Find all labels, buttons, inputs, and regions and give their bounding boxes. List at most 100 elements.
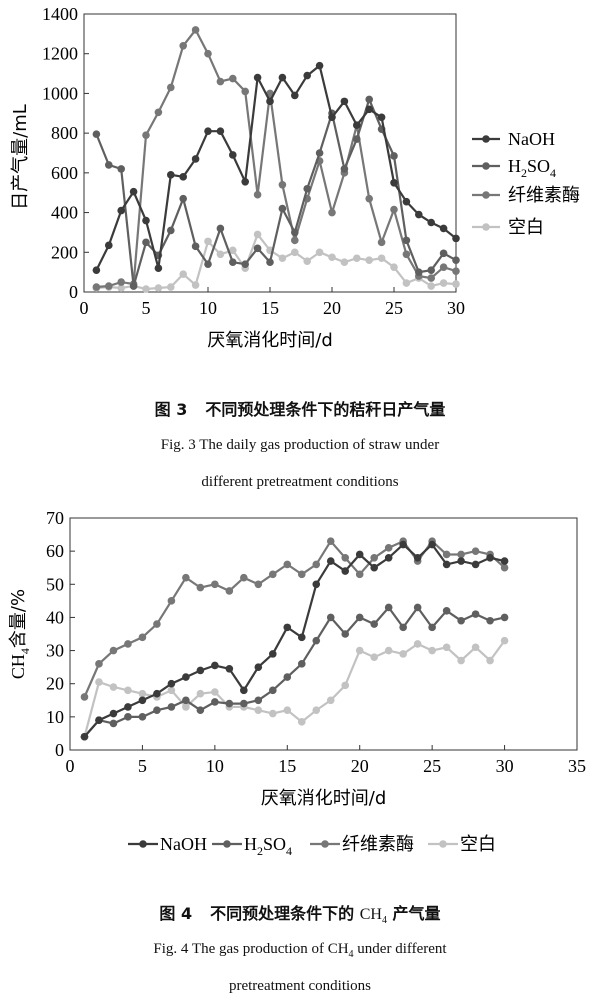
- data-point: [153, 620, 161, 628]
- data-point: [240, 686, 248, 695]
- data-point: [427, 274, 436, 282]
- data-point: [328, 208, 336, 217]
- data-point: [229, 74, 237, 83]
- legend-swatch-marker: [482, 191, 490, 199]
- data-point: [341, 681, 350, 690]
- data-point: [179, 194, 187, 203]
- series-line: [83, 542, 505, 738]
- data-point: [291, 91, 299, 100]
- data-point: [427, 266, 436, 274]
- data-point: [390, 263, 398, 271]
- data-point: [278, 254, 287, 263]
- data-point: [154, 264, 163, 272]
- legend-swatch-marker: [223, 840, 231, 848]
- data-point: [452, 256, 460, 265]
- data-point: [428, 623, 436, 632]
- data-point: [117, 284, 125, 292]
- data-point: [442, 550, 451, 559]
- data-point: [353, 121, 361, 129]
- data-point: [179, 173, 187, 181]
- data-point: [355, 570, 364, 579]
- fig3-caption-en-line1: Fig. 3 The daily gas production of straw…: [160, 437, 440, 453]
- data-point: [211, 688, 219, 696]
- data-point: [390, 152, 398, 160]
- data-point: [278, 204, 287, 213]
- data-point: [269, 709, 277, 718]
- data-point: [377, 113, 386, 122]
- y-axis-title: 日产气量/mL: [10, 104, 31, 210]
- data-point: [253, 73, 262, 82]
- legend-label: NaOH: [508, 129, 555, 149]
- legend-label: NaOH: [160, 834, 207, 854]
- legend-swatch-marker: [439, 840, 447, 848]
- fig4-caption-en-line1: Fig. 4 The gas production of CH4 under d…: [153, 941, 447, 960]
- data-point: [439, 224, 448, 233]
- data-point: [439, 279, 448, 287]
- data-point: [278, 180, 287, 189]
- data-point: [365, 95, 374, 104]
- data-point: [211, 661, 219, 670]
- data-point: [92, 130, 101, 138]
- data-point: [315, 149, 324, 157]
- data-point: [457, 550, 465, 559]
- data-point: [225, 587, 234, 595]
- data-point: [370, 653, 379, 661]
- data-point: [117, 165, 125, 173]
- data-point: [109, 709, 118, 718]
- data-point: [216, 250, 225, 259]
- data-point: [254, 663, 263, 671]
- data-point: [353, 135, 361, 143]
- data-point: [241, 87, 249, 96]
- data-point: [297, 633, 306, 642]
- data-point: [365, 194, 374, 203]
- data-point: [355, 613, 364, 622]
- data-point: [291, 248, 299, 257]
- y-tick-label: 60: [46, 541, 64, 561]
- data-point: [471, 610, 480, 618]
- data-point: [269, 686, 277, 695]
- data-point: [211, 698, 219, 706]
- data-point: [167, 686, 176, 695]
- data-point: [297, 570, 306, 579]
- data-point: [266, 258, 274, 267]
- data-point: [229, 151, 237, 159]
- data-point: [182, 696, 190, 705]
- data-point: [142, 131, 150, 139]
- data-point: [457, 557, 465, 565]
- data-point: [384, 646, 393, 655]
- x-axis-title: 厌氧消化时间/d: [261, 788, 387, 809]
- data-point: [211, 580, 219, 589]
- data-point: [153, 706, 161, 715]
- data-point: [355, 646, 364, 655]
- data-point: [402, 250, 411, 259]
- data-point: [225, 699, 234, 708]
- data-point: [328, 113, 336, 122]
- data-point: [196, 689, 205, 698]
- data-point: [341, 630, 350, 638]
- x-tick-label: 20: [323, 298, 341, 318]
- data-point: [124, 713, 132, 721]
- data-point: [471, 643, 480, 652]
- legend-label: 空白: [508, 217, 544, 238]
- data-point: [182, 573, 190, 582]
- data-point: [129, 282, 138, 290]
- data-point: [204, 260, 212, 269]
- data-point: [253, 244, 262, 253]
- data-point: [92, 266, 101, 274]
- data-point: [312, 636, 321, 645]
- data-point: [500, 613, 509, 622]
- data-point: [442, 560, 451, 569]
- data-point: [80, 693, 89, 701]
- legend-swatch-marker: [139, 840, 147, 848]
- data-point: [167, 703, 176, 711]
- data-point: [241, 260, 249, 269]
- data-point: [254, 706, 263, 715]
- data-point: [303, 257, 312, 266]
- data-point: [326, 537, 335, 545]
- x-tick-label: 10: [206, 756, 224, 776]
- data-point: [390, 205, 398, 214]
- data-point: [442, 607, 451, 615]
- y-tick-label: 600: [51, 163, 78, 183]
- data-point: [439, 263, 448, 271]
- data-point: [452, 234, 460, 243]
